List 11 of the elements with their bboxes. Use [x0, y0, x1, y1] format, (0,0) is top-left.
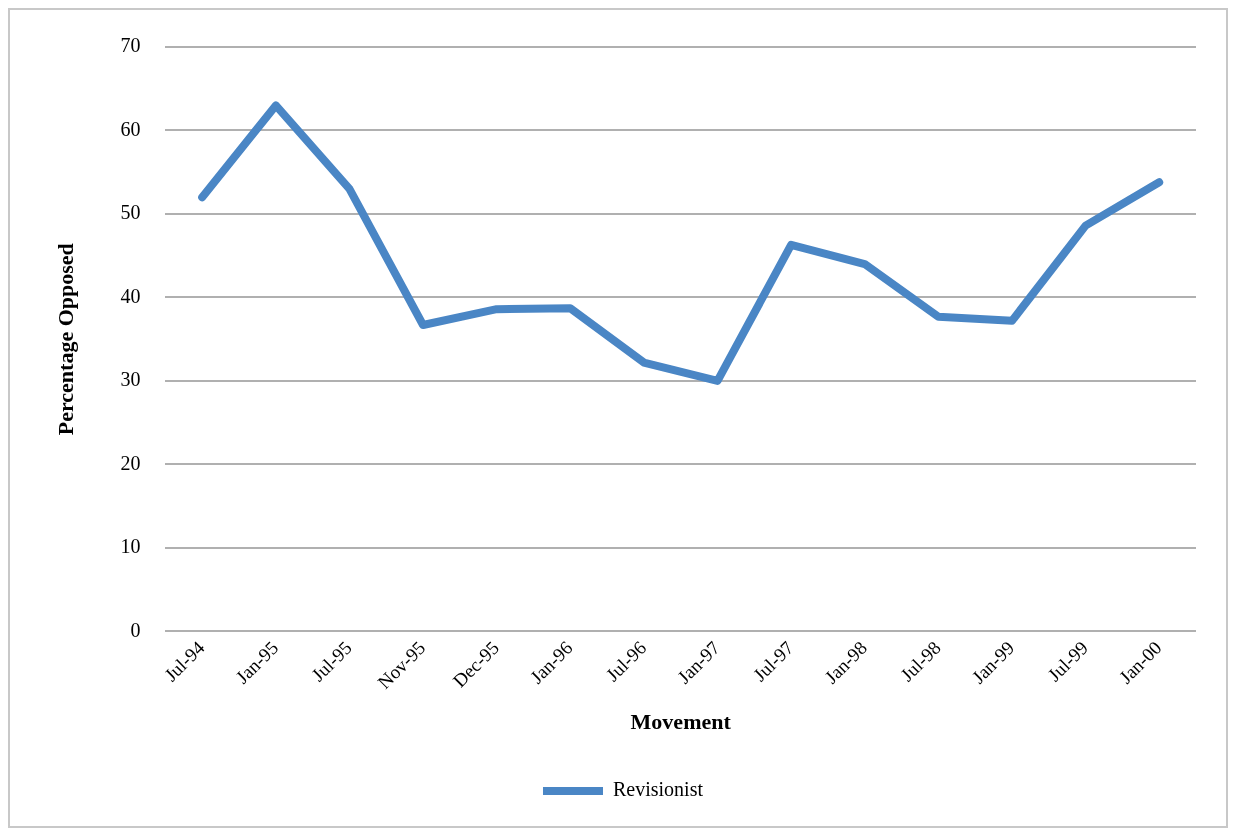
y-tick-label: 20: [120, 451, 141, 474]
y-tick-label: 50: [120, 201, 141, 224]
y-tick-label: 30: [120, 368, 141, 391]
y-axis-title: Percentage Opposed: [52, 243, 78, 436]
y-tick-label: 70: [120, 34, 141, 57]
legend-label: Revisionist: [613, 778, 704, 801]
y-tick-label: 60: [120, 117, 141, 140]
y-tick-label: 10: [120, 535, 141, 558]
x-axis-title: Movement: [630, 709, 732, 735]
y-tick-label: 0: [130, 618, 141, 641]
y-tick-label: 40: [120, 284, 141, 307]
